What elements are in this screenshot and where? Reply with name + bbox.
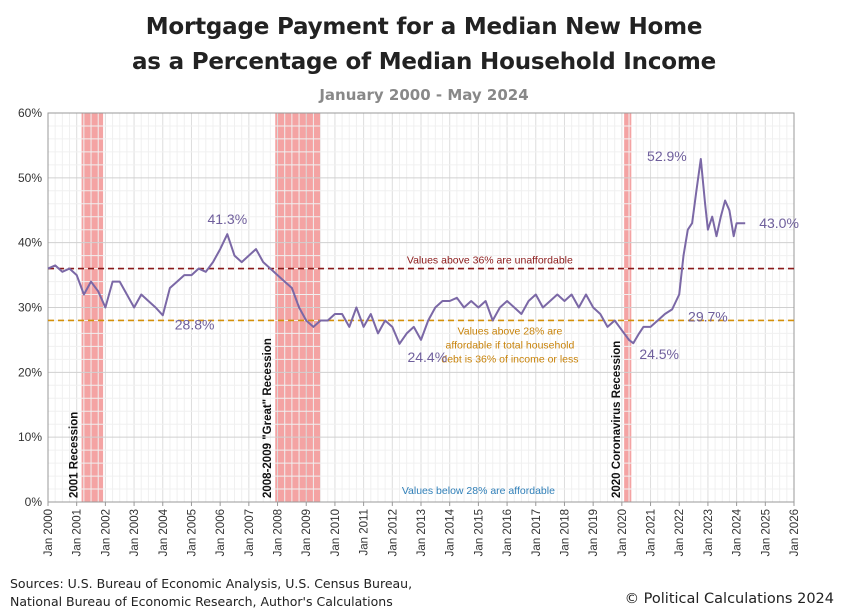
recession-label: 2001 Recession (69, 412, 81, 498)
x-tick-label: Jan 2014 (445, 508, 457, 556)
value-annotation: 24.4% (407, 349, 447, 365)
y-tick-label: 40% (18, 236, 42, 250)
threshold-28-label: affordable if total household (446, 339, 575, 351)
gridlines (47, 112, 795, 503)
x-tick-label: Jan 2017 (531, 509, 543, 556)
value-annotation: 24.5% (639, 346, 679, 362)
sources-line-2: National Bureau of Economic Research, Au… (10, 594, 393, 609)
chart-subtitle: January 2000 - May 2024 (319, 86, 529, 104)
value-annotation: 28.8% (175, 316, 215, 332)
x-tick-label: Jan 2026 (789, 509, 801, 556)
x-tick-label: Jan 2005 (186, 509, 198, 556)
y-tick-label: 50% (18, 171, 42, 185)
y-tick-label: 30% (18, 301, 42, 315)
x-tick-label: Jan 2025 (760, 509, 772, 556)
x-tick-label: Jan 2009 (301, 509, 313, 556)
chart-title: Mortgage Payment for a Median New Home (145, 14, 703, 40)
affordable-note: Values below 28% are affordable (402, 485, 555, 497)
x-tick-label: Jan 2023 (703, 509, 715, 556)
x-tick-label: Jan 2004 (158, 508, 170, 556)
x-tick-label: Jan 2002 (100, 509, 112, 556)
x-tick-label: Jan 2013 (416, 509, 428, 556)
x-tick-label: Jan 2012 (387, 509, 399, 556)
x-tick-label: Jan 2007 (244, 509, 256, 556)
x-tick-label: Jan 2022 (674, 509, 686, 556)
y-tick-label: 0% (25, 495, 43, 509)
threshold-28-label: debt is 36% of income or less (441, 353, 578, 365)
x-tick-label: Jan 2024 (732, 508, 744, 556)
x-tick-label: Jan 2015 (473, 509, 485, 556)
x-tick-label: Jan 2010 (330, 509, 342, 556)
x-tick-label: Jan 2018 (559, 509, 571, 556)
sources-line-1: Sources: U.S. Bureau of Economic Analysi… (10, 576, 413, 591)
threshold-lines (48, 267, 794, 322)
threshold-36-label: Values above 36% are unaffordable (407, 255, 573, 267)
annotations: 2001 Recession 2008-2009 "Great" Recessio… (69, 148, 799, 498)
x-tick-label: Jan 2008 (273, 509, 285, 556)
value-annotation: 43.0% (759, 215, 799, 231)
threshold-28-label: Values above 28% are (458, 325, 563, 337)
x-tick-label: Jan 2001 (72, 509, 84, 556)
x-tick-label: Jan 2021 (646, 509, 658, 556)
x-tick-label: Jan 2006 (215, 509, 227, 556)
y-tick-label: 60% (18, 106, 42, 120)
value-annotation: 41.3% (207, 211, 247, 227)
value-annotation: 52.9% (647, 148, 687, 164)
x-tick-label: Jan 2019 (588, 509, 600, 556)
series-line-path (47, 158, 746, 345)
x-tick-label: Jan 2016 (502, 509, 514, 556)
recession-label: 2008-2009 "Great" Recession (262, 338, 274, 498)
recession-label: 2020 Coronavirus Recession (611, 341, 623, 498)
x-tick-label: Jan 2003 (129, 509, 141, 556)
y-tick-label: 10% (18, 430, 42, 444)
series-line (47, 158, 746, 345)
value-annotation: 29.7% (688, 308, 728, 324)
chart-title-line2: as a Percentage of Median Household Inco… (131, 49, 717, 75)
axes: 0% 10% 20% 30% 40% 50% 60% Jan 2000 Jan 2001 Jan … (18, 106, 801, 556)
x-tick-label: Jan 2000 (43, 509, 55, 556)
x-tick-label: Jan 2011 (359, 509, 371, 555)
y-tick-label: 20% (18, 365, 42, 379)
copyright-credit: © Political Calculations 2024 (624, 591, 834, 607)
x-tick-label: Jan 2020 (617, 509, 629, 556)
line-chart: 0% 10% 20% 30% 40% 50% 60% Jan 2000 Jan 2001 Jan … (18, 106, 801, 556)
